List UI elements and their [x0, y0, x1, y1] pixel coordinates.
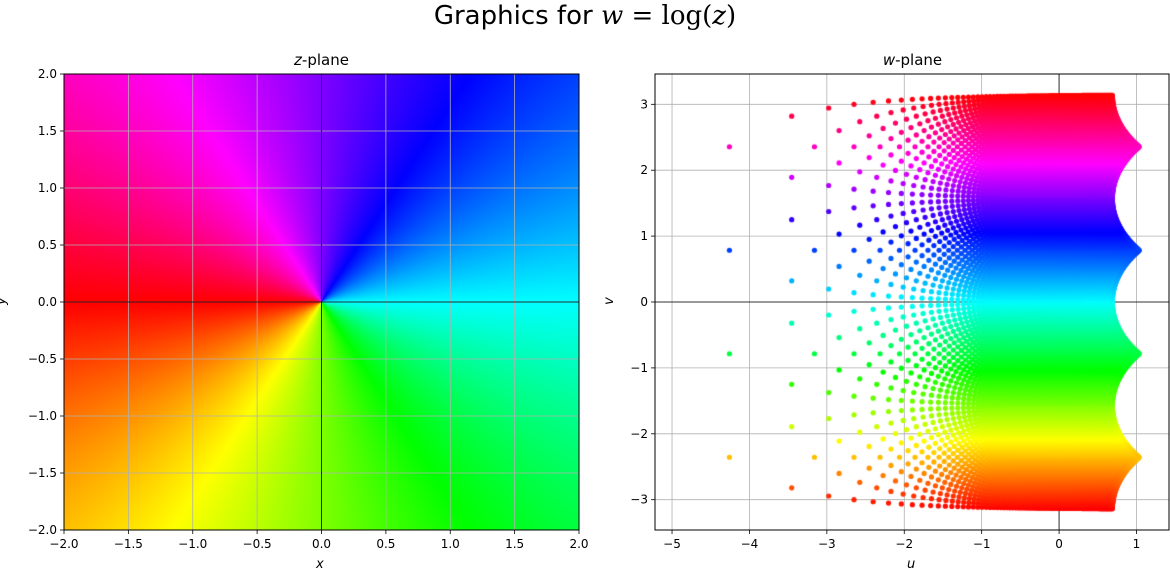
w-plane-xlabel: u [907, 557, 916, 572]
w-plane-ytick-label-6: 3 [640, 97, 648, 111]
figure-title-lhs: w [600, 1, 624, 31]
w-plane-ylabel: v [601, 297, 617, 305]
z-plane-ytick-label-0: −2.0 [28, 523, 57, 537]
w-plane-xtick-label-6: 1 [1133, 537, 1141, 551]
z-plane-xtick-label-5: 0.5 [376, 537, 395, 551]
w-plane-ytick-label-1: −2 [630, 427, 648, 441]
z-plane-xtick-label-7: 1.5 [505, 537, 524, 551]
w-plane-ytick-label-5: 2 [640, 163, 648, 177]
w-plane-xtick-label-3: −2 [895, 537, 913, 551]
z-plane-ytick-label-3: −0.5 [28, 352, 57, 366]
w-plane-ytick-label-2: −1 [630, 361, 648, 375]
z-plane-ytick-label-4: 0.0 [38, 295, 57, 309]
z-plane-ytick-label-2: −1.0 [28, 409, 57, 423]
w-plane-xtick-label-5: 0 [1055, 537, 1063, 551]
z-plane-xtick-label-3: −0.5 [243, 537, 272, 551]
z-plane-ytick-label-6: 1.0 [38, 181, 57, 195]
w-plane-ytick-label-4: 1 [640, 229, 648, 243]
z-plane-ytick-label-7: 1.5 [38, 124, 57, 138]
z-plane-title-var: z [294, 51, 302, 69]
z-plane-ytick-label-8: 2.0 [38, 67, 57, 81]
w-plane-xtick-label-2: −3 [818, 537, 836, 551]
figure-title-prefix: Graphics for [433, 1, 601, 31]
z-plane-title-suffix: -plane [301, 51, 349, 69]
figure-title-eq: = log( [623, 1, 713, 31]
w-plane-title-var: w [882, 51, 896, 69]
w-plane-xtick-label-0: −5 [663, 537, 681, 551]
z-plane-xtick-label-6: 1.0 [441, 537, 460, 551]
w-plane-ytick-label-3: 0 [640, 295, 648, 309]
z-plane-color-map [64, 74, 579, 530]
z-plane-ytick-label-5: 0.5 [38, 238, 57, 252]
w-plane-ytick-label-0: −3 [630, 493, 648, 507]
w-plane-scatter-points [655, 74, 1169, 530]
w-plane-title: w-plane [655, 51, 1170, 69]
z-plane-xtick-label-8: 2.0 [569, 537, 588, 551]
z-plane-xlabel: x [316, 557, 324, 572]
z-plane-xtick-label-4: 0.0 [312, 537, 331, 551]
z-plane-xtick-label-2: −1.0 [178, 537, 207, 551]
figure-title-close: ) [726, 1, 737, 31]
z-plane-ytick-label-1: −1.5 [28, 466, 57, 480]
z-plane-xtick-label-1: −1.5 [114, 537, 143, 551]
z-plane-title: z-plane [64, 51, 579, 69]
w-plane-title-suffix: -plane [895, 51, 943, 69]
figure-title: Graphics for w = log(z) [0, 0, 1170, 32]
w-plane-xtick-label-4: −1 [973, 537, 991, 551]
z-plane-ylabel: y [0, 297, 9, 305]
w-plane-xtick-label-1: −4 [741, 537, 759, 551]
z-plane-xtick-label-0: −2.0 [49, 537, 78, 551]
figure-title-var: z [712, 1, 726, 31]
